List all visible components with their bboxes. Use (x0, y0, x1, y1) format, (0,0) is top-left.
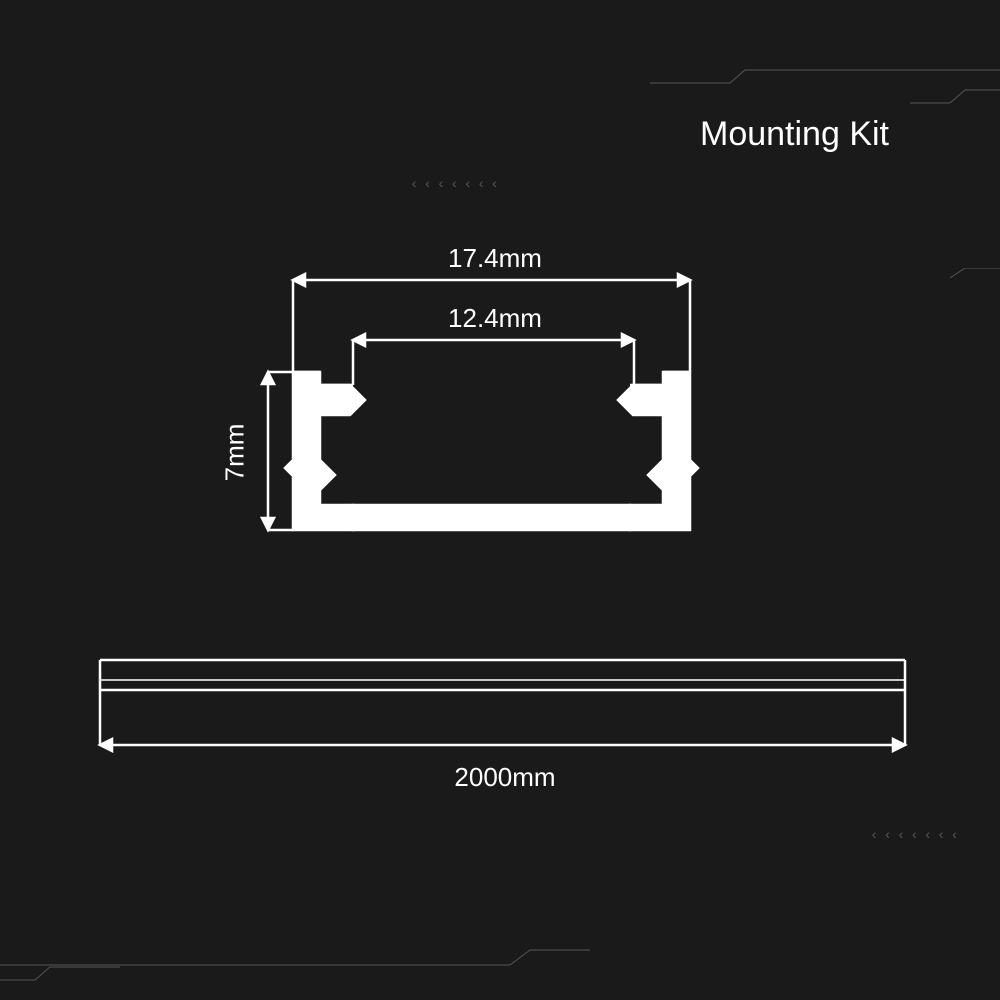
side-view-diagram (0, 0, 1000, 820)
length-dimension (100, 690, 905, 751)
chevrons-bottom: ‹‹‹‹‹‹‹ (870, 828, 964, 844)
deco-lines-bottom (0, 940, 1000, 1000)
side-bar (100, 660, 905, 690)
length-label: 2000mm (440, 762, 570, 793)
